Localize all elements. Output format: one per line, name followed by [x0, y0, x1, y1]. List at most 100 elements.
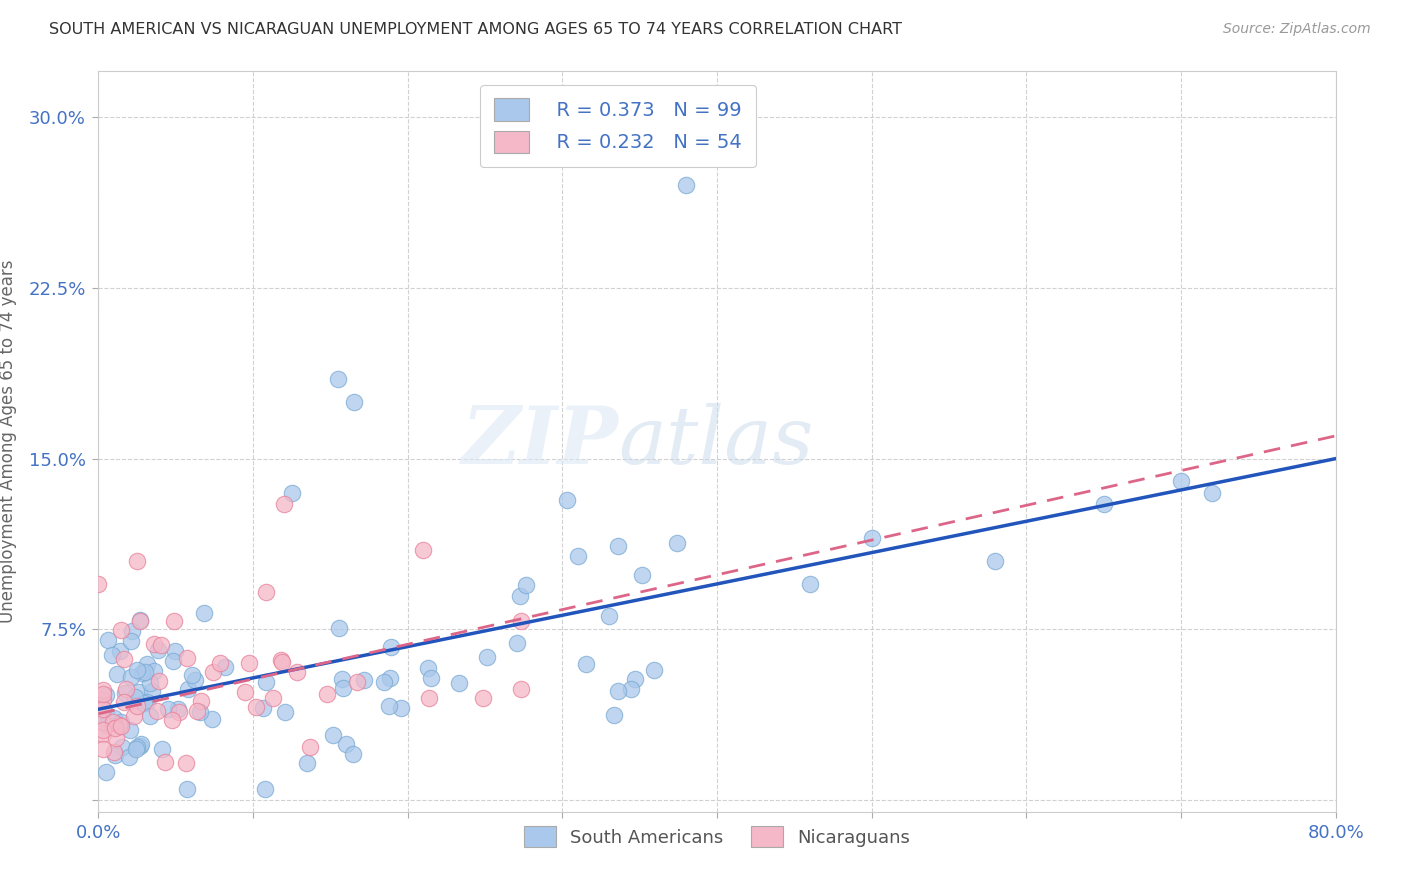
Point: [416, 661, 439, 675]
Point: [163, 614, 186, 628]
Point: [799, 577, 821, 591]
Point: [146, 704, 169, 718]
Text: Source: ZipAtlas.com: Source: ZipAtlas.com: [1223, 22, 1371, 37]
Point: [342, 747, 364, 761]
Point: [131, 666, 153, 681]
Point: [254, 674, 277, 689]
Point: [510, 681, 533, 696]
Point: [190, 694, 212, 708]
Point: [91, 692, 114, 706]
Point: [103, 711, 125, 725]
Point: [128, 685, 150, 699]
Point: [112, 694, 135, 708]
Point: [295, 756, 318, 770]
Point: [101, 715, 124, 730]
Point: [150, 638, 173, 652]
Point: [177, 681, 200, 696]
Point: [118, 750, 141, 764]
Point: [186, 704, 208, 718]
Point: [506, 636, 529, 650]
Point: [624, 672, 647, 686]
Point: [335, 737, 357, 751]
Point: [114, 685, 136, 699]
Point: [146, 643, 169, 657]
Point: [157, 701, 180, 715]
Point: [125, 742, 148, 756]
Point: [129, 614, 152, 628]
Point: [120, 723, 142, 738]
Point: [110, 715, 132, 730]
Point: [165, 643, 187, 657]
Point: [174, 756, 197, 771]
Point: [273, 497, 295, 511]
Point: [110, 624, 132, 638]
Point: [209, 656, 232, 670]
Point: [108, 718, 131, 732]
Point: [141, 684, 163, 698]
Point: [575, 657, 598, 671]
Point: [412, 542, 434, 557]
Point: [273, 706, 295, 720]
Point: [606, 540, 628, 554]
Point: [110, 719, 132, 733]
Point: [188, 705, 211, 719]
Point: [101, 648, 124, 663]
Point: [103, 745, 125, 759]
Point: [105, 667, 128, 681]
Point: [984, 554, 1007, 568]
Point: [104, 721, 127, 735]
Point: [419, 671, 441, 685]
Point: [201, 665, 224, 679]
Point: [316, 687, 339, 701]
Point: [111, 740, 134, 755]
Point: [142, 637, 165, 651]
Point: [129, 613, 152, 627]
Point: [125, 664, 148, 678]
Point: [91, 714, 114, 729]
Point: [418, 691, 440, 706]
Point: [666, 535, 689, 549]
Point: [620, 681, 643, 696]
Point: [176, 781, 198, 796]
Point: [91, 723, 114, 738]
Point: [1201, 485, 1223, 500]
Point: [104, 731, 127, 745]
Point: [121, 624, 143, 639]
Point: [214, 660, 236, 674]
Point: [380, 671, 402, 685]
Point: [125, 699, 148, 714]
Point: [271, 655, 294, 669]
Point: [555, 492, 578, 507]
Text: ZIP: ZIP: [461, 403, 619, 480]
Point: [181, 668, 204, 682]
Point: [167, 705, 190, 719]
Point: [114, 652, 136, 666]
Point: [142, 664, 165, 678]
Point: [598, 608, 620, 623]
Point: [87, 577, 110, 591]
Point: [96, 717, 118, 731]
Point: [477, 650, 499, 665]
Point: [162, 654, 184, 668]
Point: [120, 634, 142, 648]
Point: [389, 701, 412, 715]
Point: [510, 614, 533, 628]
Point: [104, 748, 127, 763]
Point: [134, 665, 156, 679]
Point: [378, 698, 401, 713]
Point: [254, 781, 277, 796]
Point: [298, 739, 321, 754]
Point: [122, 708, 145, 723]
Point: [96, 764, 118, 779]
Point: [132, 696, 155, 710]
Point: [150, 742, 173, 756]
Point: [129, 737, 152, 751]
Point: [346, 675, 368, 690]
Point: [515, 578, 537, 592]
Point: [332, 673, 354, 687]
Text: SOUTH AMERICAN VS NICARAGUAN UNEMPLOYMENT AMONG AGES 65 TO 74 YEARS CORRELATION : SOUTH AMERICAN VS NICARAGUAN UNEMPLOYMEN…: [49, 22, 903, 37]
Point: [860, 532, 883, 546]
Point: [281, 485, 304, 500]
Point: [108, 644, 131, 658]
Y-axis label: Unemployment Among Ages 65 to 74 years: Unemployment Among Ages 65 to 74 years: [0, 260, 17, 624]
